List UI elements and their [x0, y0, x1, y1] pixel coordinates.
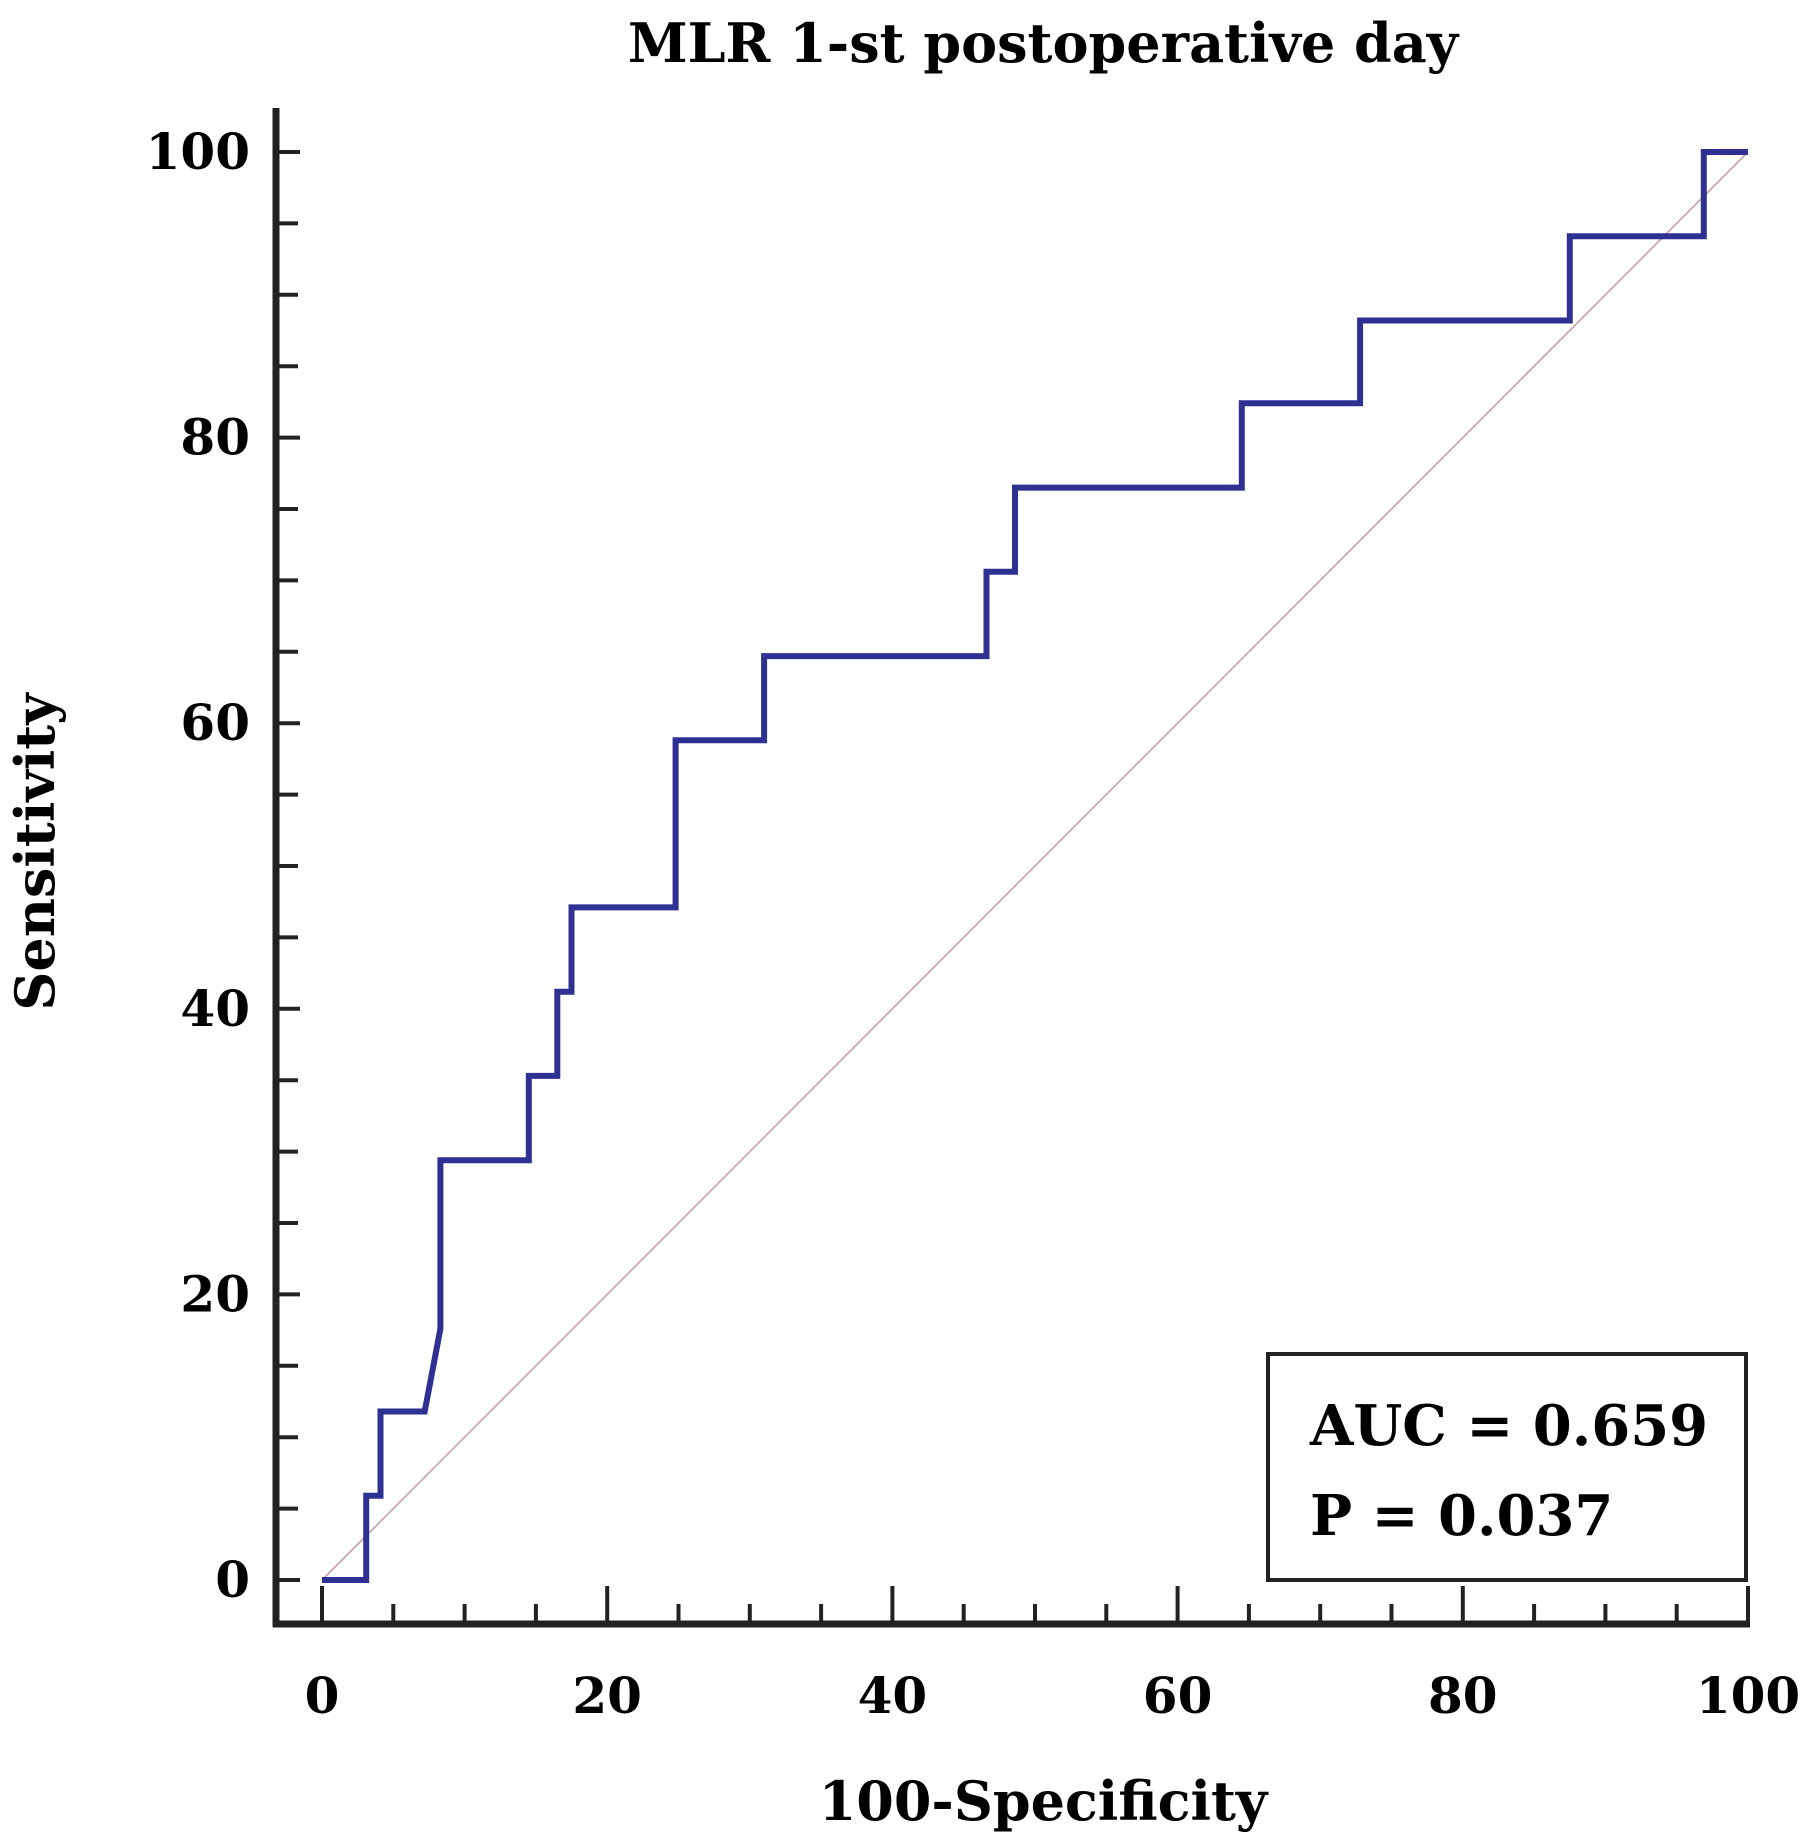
- x-axis-title: 100-Specificity: [819, 1769, 1269, 1833]
- x-tick-label: 60: [1143, 1666, 1213, 1725]
- y-tick-label: 20: [180, 1264, 250, 1323]
- auc-label: AUC = 0.659: [1309, 1393, 1708, 1459]
- y-tick-label: 80: [180, 408, 250, 467]
- roc-curve-layer: [322, 149, 1748, 1583]
- y-tick-label: 40: [180, 979, 250, 1038]
- y-tick-label: 0: [215, 1550, 250, 1609]
- y-tick-label: 60: [180, 693, 250, 752]
- x-tick-label: 20: [572, 1666, 642, 1725]
- y-tick-label: 100: [146, 122, 250, 181]
- x-tick-label: 100: [1696, 1666, 1800, 1725]
- chart-title: MLR 1-st postoperative day: [628, 11, 1460, 75]
- x-tick-label: 80: [1428, 1666, 1498, 1725]
- tick-layer: [276, 150, 1750, 1624]
- roc-curve-line: [322, 149, 1748, 1583]
- y-axis-title: Sensitivity: [3, 692, 67, 1011]
- x-tick-label: 40: [858, 1666, 928, 1725]
- reference-diagonal-line: [321, 151, 1749, 1581]
- p-value-label: P = 0.037: [1310, 1483, 1613, 1549]
- tick-label-layer: 0 20 40 60 80 100 0 20 40 60 80 100: [146, 122, 1801, 1725]
- annotation-box: AUC = 0.659 P = 0.037: [1266, 1352, 1748, 1582]
- x-tick-label: 0: [305, 1666, 340, 1725]
- reference-line-layer: [321, 151, 1749, 1581]
- annotation-box-frame: [1266, 1352, 1748, 1582]
